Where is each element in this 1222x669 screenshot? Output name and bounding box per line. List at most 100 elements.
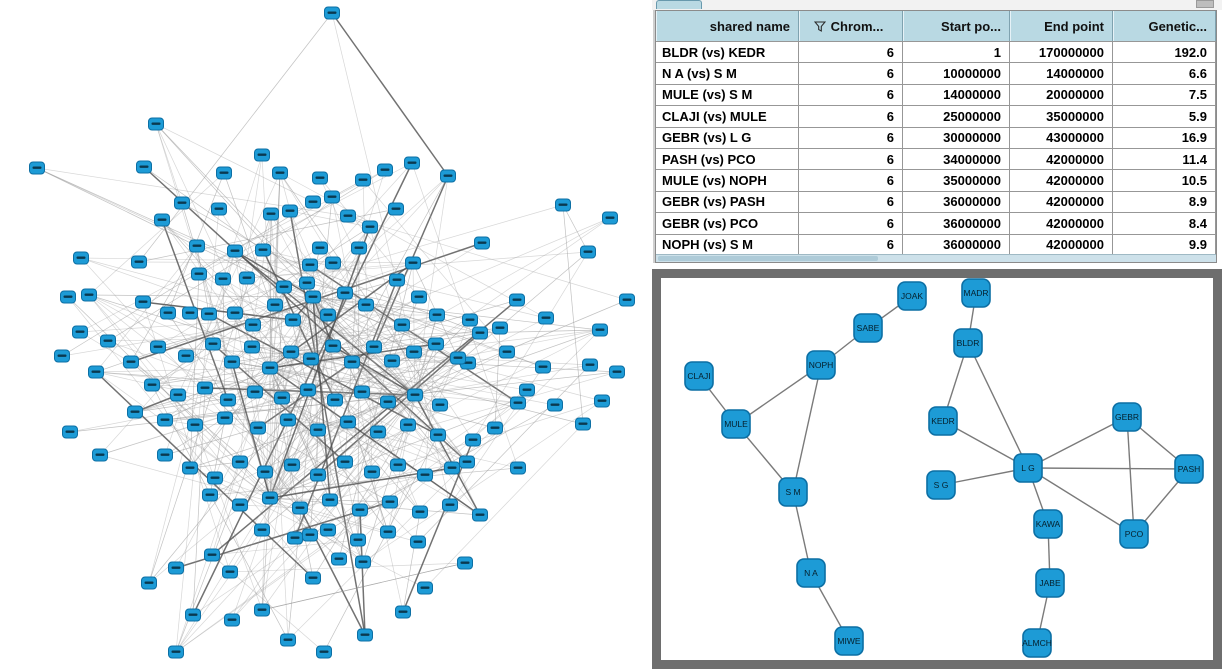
network-node[interactable] xyxy=(262,491,278,505)
network-node[interactable] xyxy=(144,378,160,392)
table-row[interactable]: NOPH (vs) S M 6 36000000 42000000 9.9 xyxy=(656,234,1216,256)
network-node-s-g[interactable]: S G xyxy=(926,470,956,500)
table-row[interactable]: GEBR (vs) L G 6 30000000 43000000 16.9 xyxy=(656,127,1216,149)
network-node[interactable] xyxy=(510,396,526,410)
network-node[interactable] xyxy=(197,381,213,395)
network-node[interactable] xyxy=(244,340,260,354)
network-node[interactable] xyxy=(499,345,515,359)
network-node[interactable] xyxy=(178,349,194,363)
table-row[interactable]: MULE (vs) NOPH 6 35000000 42000000 10.5 xyxy=(656,170,1216,192)
network-node[interactable] xyxy=(432,398,448,412)
network-node[interactable] xyxy=(131,255,147,269)
network-node[interactable] xyxy=(220,393,236,407)
network-node[interactable] xyxy=(411,290,427,304)
network-node[interactable] xyxy=(204,548,220,562)
network-node-bldr[interactable]: BLDR xyxy=(953,328,983,358)
network-node[interactable] xyxy=(232,498,248,512)
network-edge[interactable] xyxy=(1027,416,1128,469)
network-node[interactable] xyxy=(310,423,326,437)
network-node[interactable] xyxy=(168,561,184,575)
network-node[interactable] xyxy=(340,209,356,223)
table-row[interactable]: PASH (vs) PCO 6 34000000 42000000 11.4 xyxy=(656,148,1216,171)
network-node[interactable] xyxy=(303,352,319,366)
network-node[interactable] xyxy=(292,501,308,515)
network-node[interactable] xyxy=(474,236,490,250)
network-node[interactable] xyxy=(170,388,186,402)
network-node[interactable] xyxy=(575,417,591,431)
network-node[interactable] xyxy=(440,169,456,183)
network-node[interactable] xyxy=(255,243,271,257)
network-node[interactable] xyxy=(325,256,341,270)
network-node[interactable] xyxy=(280,413,296,427)
network-node-kawa[interactable]: KAWA xyxy=(1033,509,1063,539)
network-node[interactable] xyxy=(459,455,475,469)
network-node[interactable] xyxy=(429,308,445,322)
network-node[interactable] xyxy=(462,313,478,327)
network-node[interactable] xyxy=(380,525,396,539)
network-node[interactable] xyxy=(202,488,218,502)
network-edge[interactable] xyxy=(1126,416,1135,535)
network-node[interactable] xyxy=(390,458,406,472)
network-node-mule[interactable]: MULE xyxy=(721,409,751,439)
network-node-almch[interactable]: ALMCH xyxy=(1022,628,1052,658)
network-node-jabe[interactable]: JABE xyxy=(1035,568,1065,598)
network-node[interactable] xyxy=(239,271,255,285)
network-node[interactable] xyxy=(54,349,70,363)
table-horizontal-scrollbar[interactable] xyxy=(656,254,1216,262)
column-header-0[interactable]: shared name xyxy=(656,11,799,41)
network-node[interactable] xyxy=(351,241,367,255)
network-node[interactable] xyxy=(324,6,340,20)
network-node[interactable] xyxy=(465,433,481,447)
scrollbar-thumb[interactable] xyxy=(658,256,878,261)
network-node[interactable] xyxy=(509,293,525,307)
network-node[interactable] xyxy=(224,613,240,627)
network-edge[interactable] xyxy=(792,364,822,493)
network-node[interactable] xyxy=(227,244,243,258)
network-node[interactable] xyxy=(135,295,151,309)
network-node[interactable] xyxy=(377,163,393,177)
network-node[interactable] xyxy=(274,391,290,405)
network-node[interactable] xyxy=(355,173,371,187)
network-node[interactable] xyxy=(157,448,173,462)
network-node[interactable] xyxy=(207,471,223,485)
table-row[interactable]: BLDR (vs) KEDR 6 1 170000000 192.0 xyxy=(656,42,1216,64)
network-node[interactable] xyxy=(380,395,396,409)
network-node[interactable] xyxy=(187,418,203,432)
network-node[interactable] xyxy=(472,326,488,340)
network-node[interactable] xyxy=(582,358,598,372)
network-node[interactable] xyxy=(201,307,217,321)
subnetwork-canvas[interactable]: JOAK SABE NOPH CLAJI MULE S M N A MIWE MADR BLDR K… xyxy=(661,278,1213,660)
network-node[interactable] xyxy=(227,306,243,320)
network-node-noph[interactable]: NOPH xyxy=(806,350,836,380)
network-node[interactable] xyxy=(141,576,157,590)
network-node[interactable] xyxy=(388,202,404,216)
network-node[interactable] xyxy=(366,340,382,354)
network-node[interactable] xyxy=(580,245,596,259)
network-node[interactable] xyxy=(81,288,97,302)
network-node[interactable] xyxy=(450,351,466,365)
network-node[interactable] xyxy=(594,394,610,408)
network-node-pco[interactable]: PCO xyxy=(1119,519,1149,549)
network-node[interactable] xyxy=(310,468,326,482)
network-node[interactable] xyxy=(174,196,190,210)
network-node[interactable] xyxy=(312,241,328,255)
network-node[interactable] xyxy=(60,290,76,304)
network-node[interactable] xyxy=(216,166,232,180)
network-node[interactable] xyxy=(257,465,273,479)
network-node[interactable] xyxy=(389,273,405,287)
network-node[interactable] xyxy=(405,256,421,270)
network-node[interactable] xyxy=(305,290,321,304)
network-node-l-g[interactable]: L G xyxy=(1013,453,1043,483)
network-node[interactable] xyxy=(555,198,571,212)
network-node[interactable] xyxy=(547,398,563,412)
network-node[interactable] xyxy=(337,455,353,469)
network-node[interactable] xyxy=(331,552,347,566)
network-node[interactable] xyxy=(284,458,300,472)
network-node[interactable] xyxy=(302,528,318,542)
network-node[interactable] xyxy=(370,425,386,439)
network-node[interactable] xyxy=(157,413,173,427)
network-node[interactable] xyxy=(29,161,45,175)
network-node[interactable] xyxy=(487,421,503,435)
network-node[interactable] xyxy=(384,354,400,368)
table-row[interactable]: MULE (vs) S M 6 14000000 20000000 7.5 xyxy=(656,84,1216,107)
